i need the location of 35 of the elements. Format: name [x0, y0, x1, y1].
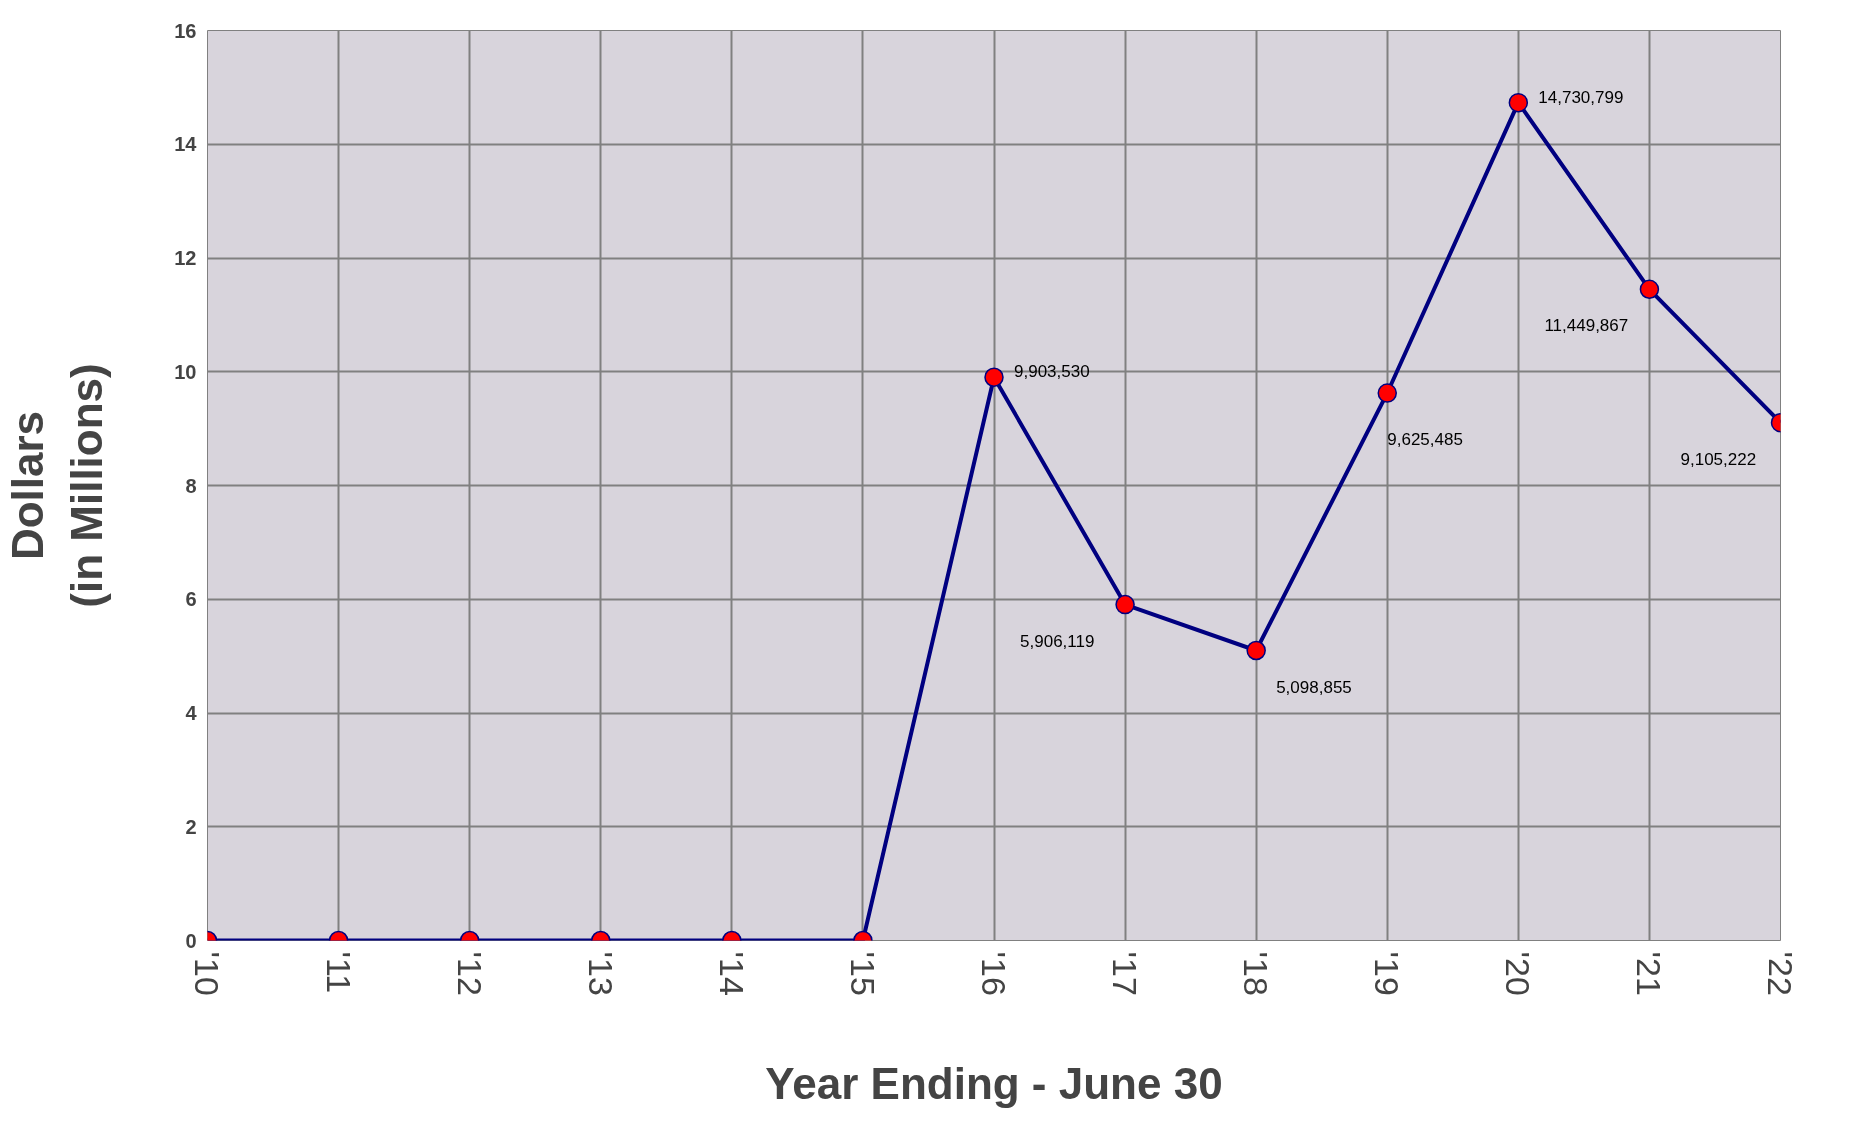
x-tick-label: '19 [1368, 951, 1407, 996]
y-tick-label: 8 [185, 474, 197, 497]
x-tick-label: '13 [581, 951, 620, 996]
y-tick-label: 12 [174, 247, 197, 269]
x-tick-label: '12 [450, 951, 489, 996]
point [984, 367, 1004, 387]
x-tick-label: '16 [975, 951, 1013, 996]
point [1115, 594, 1135, 615]
x-tick-label: '15 [843, 951, 882, 996]
x-tick-label: '17 [1106, 951, 1145, 996]
y-tick-label: 2 [185, 815, 197, 838]
x-tick-label: '20 [1499, 951, 1538, 996]
x-axis-title: Year Ending - June 30 [765, 1058, 1223, 1108]
annotation: 5,098,855 [1276, 677, 1352, 697]
x-tick-label: '18 [1237, 951, 1276, 996]
annotation: 5,906,119 [1020, 631, 1095, 651]
annotation: 9,903,530 [1014, 362, 1090, 382]
annotation: 11,449,867 [1544, 316, 1629, 336]
y-axis-title: Dollars (in Millions) [3, 363, 112, 608]
x-tick-label: '22 [1761, 951, 1800, 996]
point [1377, 383, 1397, 403]
y-tick-label: 10 [174, 360, 197, 383]
y-tick-label: 4 [185, 702, 198, 724]
x-tick-label: '14 [712, 951, 751, 996]
x-tick-label: '10 [188, 951, 227, 996]
x-tick-label: '11 [319, 951, 358, 994]
y-tick-label: 0 [185, 929, 197, 952]
y-tick-label: 14 [174, 133, 198, 156]
annotation: 14,730,799 [1538, 87, 1624, 107]
annotation: 9,625,485 [1387, 430, 1463, 450]
y-tick-label: 16 [174, 19, 197, 42]
x-tick-label: '21 [1630, 951, 1669, 996]
annotation: 9,105,222 [1680, 449, 1757, 469]
y-tick-label: 6 [185, 588, 197, 611]
point [1639, 279, 1660, 300]
